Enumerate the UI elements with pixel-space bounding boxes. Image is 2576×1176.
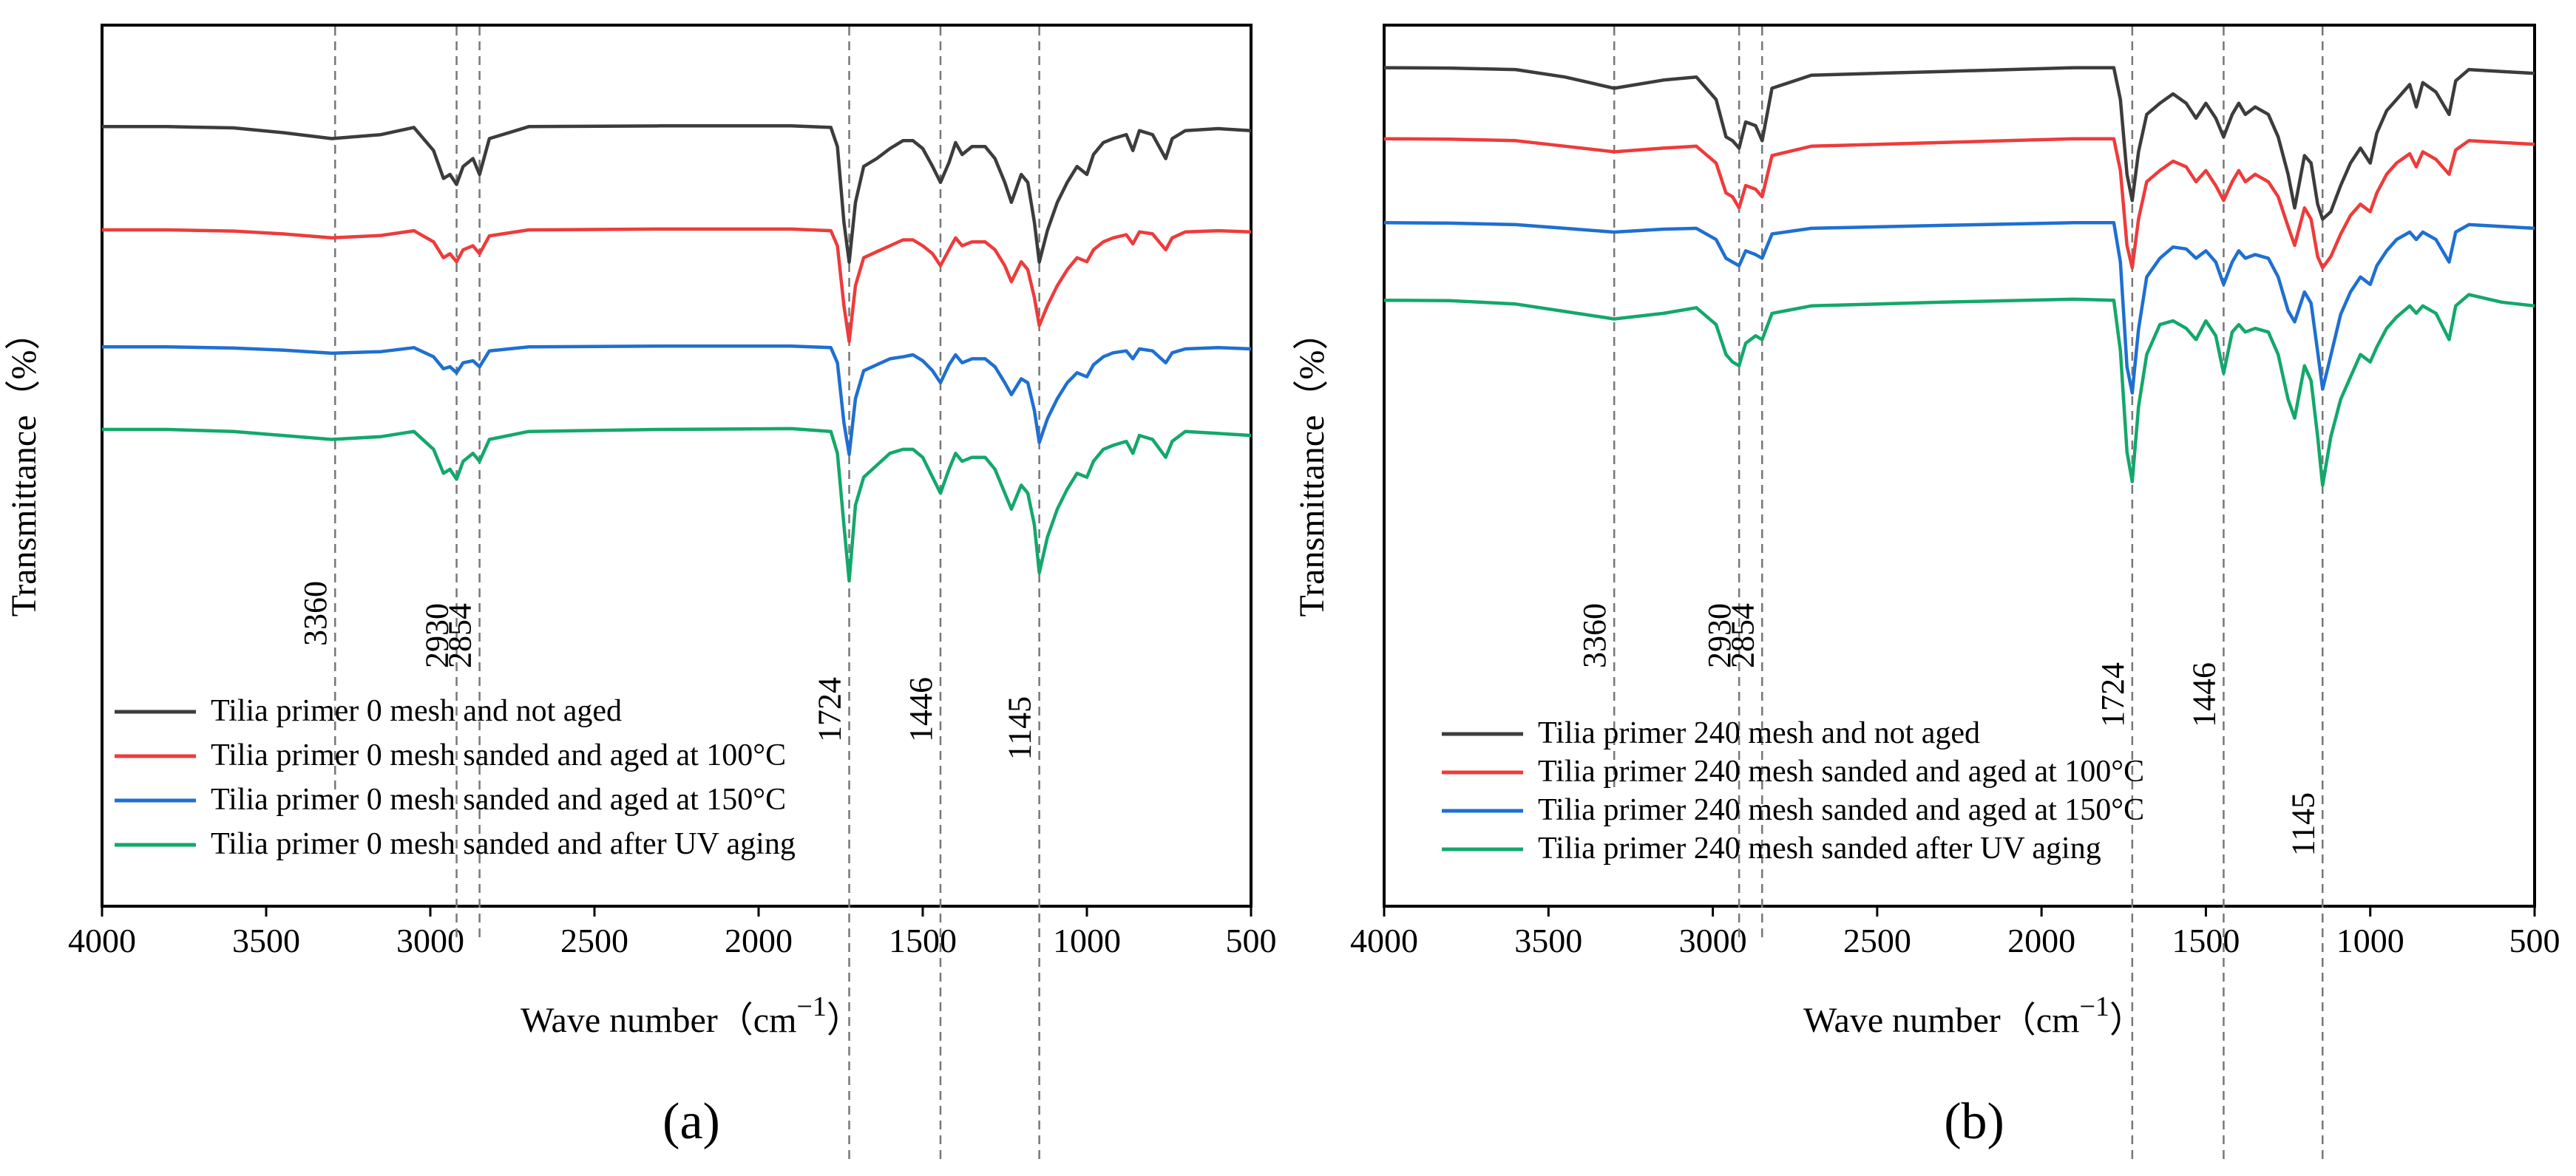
legend-label: Tilia primer 0 mesh and not aged [211,694,622,728]
x-tick-label: 1500 [2172,922,2240,959]
x-axis-label-close: ） [827,1001,862,1040]
panel-b: 4000 3500 3000 2500 2000 1500 1000 500 Wave numb… [1292,24,2560,1164]
x-tick-label: 2500 [560,922,628,959]
x-axis-label: Wave number（cm−1） [521,991,862,1040]
series-line [1383,221,2535,395]
x-tick-label: 3000 [1679,922,1747,959]
peak-label: 3360 [297,581,333,646]
series-line [1383,66,2535,221]
x-tick-label: 3500 [232,922,300,959]
legend-label: Tilia primer 240 mesh sanded and aged at… [1538,793,2144,827]
x-tick-label: 4000 [1350,922,1418,959]
panel-label: (b) [1944,1093,2004,1150]
peak-label: 1724 [812,677,848,742]
peak-label: 1446 [903,677,939,742]
x-tick-label: 500 [2509,922,2560,959]
y-axis-label: Transmittance（%） [4,315,44,617]
x-tick-label: 3000 [396,922,464,959]
peak-label: 2930 [1701,603,1738,668]
legend-label: Tilia primer 0 mesh sanded and aged at 1… [211,783,786,817]
series-line [102,227,1252,344]
series-line [1383,137,2535,270]
legend-label: Tilia primer 240 mesh and not aged [1538,716,1980,750]
x-tick-label: 500 [1226,922,1277,959]
plot-frame [1383,24,2536,908]
peak-label: 1145 [1002,696,1038,760]
y-axis-label: Transmittance（%） [1292,315,1332,617]
peak-label: 1724 [2095,662,2131,727]
series-line [102,124,1252,264]
legend-label: Tilia primer 240 mesh sanded after UV ag… [1538,832,2101,866]
peak-label: 1145 [2285,792,2321,856]
peak-label: 2854 [1724,603,1760,668]
x-tick-label: 4000 [68,922,136,959]
x-axis-label-sup: −1 [796,991,826,1022]
x-axis-label-sup: −1 [2079,991,2109,1022]
legend-label: Tilia primer 240 mesh sanded and aged at… [1538,755,2144,789]
x-axis-label-text: Wave number（cm [1803,1001,2079,1040]
legend-label: Tilia primer 0 mesh sanded and after UV … [211,827,796,861]
peak-label: 2854 [442,603,478,668]
plot-frame [101,24,1253,908]
x-tick-label: 3500 [1514,922,1582,959]
x-axis-label-text: Wave number（cm [521,1001,796,1040]
peak-label: 2930 [419,603,455,668]
peak-label: 1446 [2186,662,2222,727]
x-tick-label: 1000 [1053,922,1121,959]
series-line [1383,293,2535,487]
x-tick-label: 2500 [1843,922,1911,959]
legend-label: Tilia primer 0 mesh sanded and aged at 1… [211,738,786,772]
x-tick-label: 2000 [2007,922,2075,959]
x-axis-label: Wave number（cm−1） [1803,991,2145,1040]
series-line [102,344,1252,457]
panel-label: (a) [662,1093,720,1150]
x-tick-label: 2000 [725,922,793,959]
peak-label: 3360 [1576,603,1613,668]
panel-a: 4000 3500 3000 2500 2000 1500 1000 500 Wave numb… [4,24,1277,1164]
x-axis-label-close: ） [2109,1001,2145,1040]
x-tick-label: 1500 [889,922,957,959]
series-line [102,426,1252,583]
x-tick-label: 1000 [2336,922,2404,959]
